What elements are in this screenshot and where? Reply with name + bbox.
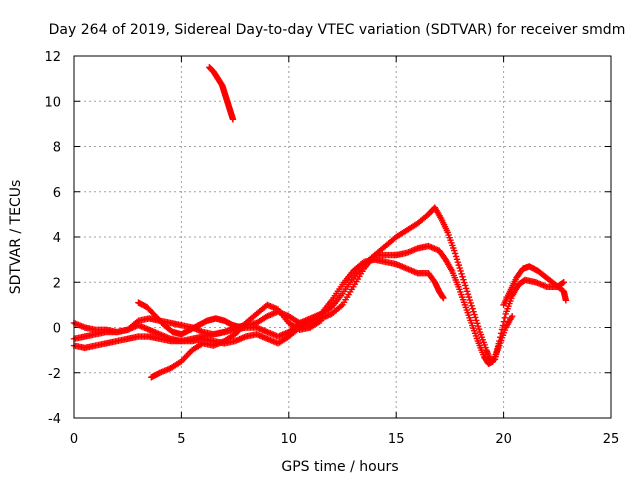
data-marks bbox=[70, 64, 570, 381]
series-track-f bbox=[500, 263, 570, 309]
data-point bbox=[467, 299, 474, 307]
y-tick-label: 10 bbox=[44, 95, 61, 110]
x-axis-label: GPS time / hours bbox=[281, 459, 398, 475]
y-tick-label: -2 bbox=[48, 367, 61, 382]
x-tick-label: 25 bbox=[603, 432, 620, 447]
data-point bbox=[459, 273, 466, 280]
plot-frame bbox=[73, 55, 612, 419]
data-point bbox=[498, 326, 506, 333]
data-point bbox=[474, 320, 481, 327]
x-tick-label: 5 bbox=[177, 432, 185, 447]
data-point bbox=[501, 314, 509, 322]
data-point bbox=[457, 267, 464, 275]
x-tick-label: 15 bbox=[388, 432, 405, 447]
series-track-c bbox=[70, 256, 447, 347]
data-point bbox=[466, 296, 474, 304]
y-tick-label: 8 bbox=[53, 141, 61, 156]
y-tick-label: 0 bbox=[53, 322, 61, 337]
chart-title: Day 264 of 2019, Sidereal Day-to-day VTE… bbox=[49, 22, 626, 38]
series-track-b bbox=[70, 204, 567, 365]
data-point bbox=[317, 317, 325, 324]
data-point bbox=[464, 291, 472, 298]
data-point bbox=[500, 318, 508, 325]
tick-labels: 0 5 10 15 20 25 -4 -2 0 2 4 6 8 10 12 bbox=[44, 50, 619, 447]
data-point bbox=[456, 264, 463, 272]
y-tick-label: -4 bbox=[48, 412, 61, 427]
data-point bbox=[465, 293, 473, 301]
data-point bbox=[440, 294, 447, 302]
data-point bbox=[238, 324, 245, 331]
data-point bbox=[508, 312, 516, 320]
y-tick-label: 2 bbox=[53, 276, 61, 291]
data-point bbox=[450, 247, 458, 254]
data-point bbox=[470, 308, 477, 315]
data-point bbox=[463, 288, 471, 295]
series-track-e bbox=[135, 299, 245, 338]
series-track-a bbox=[70, 242, 516, 367]
x-tick-label: 20 bbox=[495, 432, 512, 447]
data-point bbox=[453, 256, 461, 263]
data-point bbox=[562, 297, 570, 304]
x-tick-label: 0 bbox=[70, 432, 78, 447]
data-point bbox=[499, 322, 507, 329]
data-point bbox=[496, 337, 503, 345]
data-point bbox=[462, 285, 470, 292]
data-point bbox=[497, 333, 504, 341]
series-track-g bbox=[206, 64, 237, 123]
data-point bbox=[475, 325, 483, 333]
series-track-d bbox=[148, 301, 325, 381]
data-point bbox=[471, 311, 478, 318]
data-point bbox=[472, 314, 479, 321]
data-point bbox=[229, 116, 237, 123]
data-point bbox=[460, 276, 467, 283]
data-point bbox=[454, 259, 462, 266]
data-point bbox=[458, 270, 465, 278]
data-point bbox=[473, 317, 480, 324]
data-point bbox=[452, 253, 460, 260]
data-point bbox=[497, 330, 505, 337]
y-tick-label: 12 bbox=[44, 50, 61, 65]
data-point bbox=[462, 282, 469, 289]
data-point bbox=[461, 279, 468, 286]
data-point bbox=[455, 261, 462, 269]
y-tick-label: 6 bbox=[53, 186, 61, 201]
data-point bbox=[469, 305, 476, 312]
y-axis-label: SDTVAR / TECUs bbox=[8, 180, 24, 295]
data-point bbox=[468, 302, 475, 310]
data-point bbox=[474, 323, 482, 330]
x-tick-label: 10 bbox=[281, 432, 298, 447]
y-tick-label: 4 bbox=[53, 231, 61, 246]
data-point bbox=[451, 250, 459, 257]
data-point bbox=[560, 279, 567, 286]
grid bbox=[74, 56, 611, 418]
